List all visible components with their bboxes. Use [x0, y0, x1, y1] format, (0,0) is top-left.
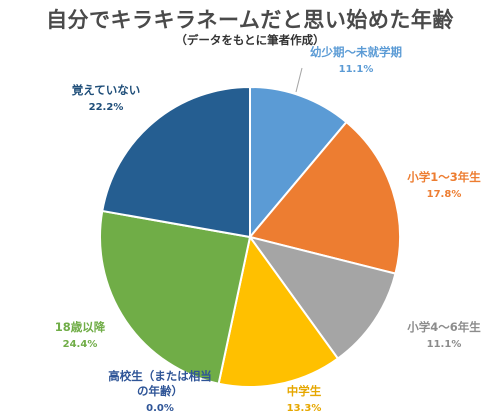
label-slice-4-percent: 0.0%: [146, 403, 174, 414]
label-slice-0-percent: 11.1%: [339, 64, 374, 75]
label-slice-6-percent: 22.2%: [89, 102, 124, 113]
pie-slice-2: [247, 235, 397, 360]
label-slice-3-name: 中学生: [287, 384, 322, 398]
pie-slice-6: [101, 85, 251, 239]
label-slice-5-name: 18歳以降: [55, 320, 106, 334]
pie-slice-0: [249, 85, 348, 240]
leader-line-slice-0: [295, 67, 303, 93]
label-slice-3-percent: 13.3%: [287, 403, 322, 414]
label-slice-1-name: 小学1～3年生: [406, 170, 481, 184]
label-slice-0-name: 幼少期～未就学期: [310, 45, 402, 59]
label-slice-2-name: 小学4～6年生: [406, 320, 481, 334]
chart-title: 自分でキラキラネームだと思い始めた年齢: [46, 8, 454, 32]
pie-slice-3: [217, 234, 340, 388]
pie-slice-5: [99, 209, 252, 385]
chart-subtitle: （データをもとに筆者作成）: [175, 33, 325, 47]
label-slice-2-percent: 11.1%: [427, 339, 462, 350]
pie-slice-1: [248, 120, 401, 275]
label-slice-5-percent: 24.4%: [63, 339, 98, 350]
label-slice-6-name: 覚えていない: [72, 83, 140, 97]
pie-labels: 幼少期～未就学期 11.1% 小学1～3年生 17.8% 小学4～6年生 11.1% 中学生…: [55, 45, 482, 414]
pie-slices: [99, 85, 401, 388]
label-slice-1-percent: 17.8%: [427, 189, 462, 200]
label-slice-4-name: 高校生（または相当の年齢）: [108, 369, 212, 398]
